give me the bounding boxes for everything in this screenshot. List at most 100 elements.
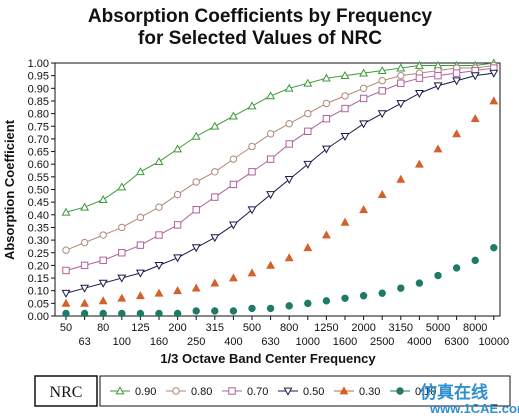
data-point [414,159,424,168]
data-point [210,278,220,287]
data-point [155,309,163,318]
legend-label: 0.90 [135,386,156,398]
y-tick-label: 0.60 [28,159,49,171]
x-tick-label: 50 [60,322,72,334]
x-tick-label: 400 [224,336,242,348]
data-point [173,309,182,318]
x-tick-label: 500 [243,322,261,334]
data-point [62,266,70,275]
data-point [415,279,424,287]
data-point [414,89,424,98]
data-point [229,307,238,315]
legend-item: 0.90 [110,386,156,398]
data-point [62,246,70,254]
y-tick-label: 0.20 [28,260,49,272]
data-point [359,205,369,214]
x-tick-label: 10000 [479,336,510,348]
data-point [397,79,405,87]
data-point [228,221,238,230]
data-point [229,155,238,163]
y-tick-label: 0.15 [28,273,49,285]
data-point [61,207,71,216]
legend-label: 0.30 [359,386,380,398]
data-point [285,140,293,148]
y-tick-label: 0.30 [28,235,49,247]
data-point [80,309,89,318]
y-axis-title: Absorption Coefficient [2,119,17,260]
data-point [118,223,126,232]
legend-label: 0.80 [191,386,212,398]
data-point [154,262,164,271]
legend-item: 0.80 [166,386,212,398]
x-tick-label: 3150 [389,322,413,334]
data-point [452,129,462,138]
data-point [321,73,331,82]
data-point [284,83,294,92]
data-point [490,243,498,252]
data-point [210,234,220,243]
x-tick-label: 630 [261,336,279,348]
y-tick-label: 0.70 [28,134,49,146]
data-point [248,304,256,313]
data-point [470,72,480,81]
data-point [118,309,126,318]
y-tick-label: 0.05 [28,298,49,310]
data-point [304,109,312,118]
data-point [136,309,145,318]
data-point [322,99,331,108]
y-tick-label: 0.45 [28,197,49,209]
data-point [471,256,479,265]
data-point [377,65,387,74]
x-tick-label: 100 [113,336,131,348]
data-point [321,230,331,239]
data-point [322,297,331,305]
data-point [80,202,90,211]
data-point [248,142,256,151]
data-point [192,206,200,214]
data-point [340,71,350,80]
x-tick-label: 1250 [314,322,338,334]
data-point [247,206,257,215]
data-point [155,203,163,211]
data-point [359,68,369,77]
x-tick-label: 800 [280,322,298,334]
y-tick-label: 0.50 [28,185,49,197]
series-0.80 [62,61,498,254]
data-point [191,283,201,292]
data-point [489,96,499,105]
y-tick-label: 0.80 [28,109,49,121]
data-point [303,78,313,87]
data-point [434,271,442,280]
x-tick-label: 250 [187,336,205,348]
data-point [434,71,442,80]
data-point [378,87,386,95]
y-tick-label: 0.00 [28,311,49,323]
legend-item: 0.70 [222,386,268,398]
x-tick-label: 5000 [426,322,450,334]
data-point [173,221,182,229]
data-point [266,191,276,200]
x-tick-label: 315 [206,322,224,334]
data-point [304,299,312,308]
y-tick-label: 0.25 [28,248,49,260]
data-point [80,238,89,247]
data-point [210,121,220,130]
data-point [248,168,256,176]
data-point [359,292,368,300]
y-tick-label: 0.85 [28,96,49,108]
data-point [173,254,183,263]
series-0.70 [62,64,498,275]
data-point [229,180,238,189]
data-point [452,264,461,272]
data-point [285,120,293,128]
legend-item: 0.10 [390,386,436,398]
legend-label: 0.50 [303,386,324,398]
data-point [117,182,127,191]
y-axis: 0.000.050.100.150.200.250.300.350.400.45… [28,58,55,323]
y-tick-label: 0.40 [28,210,49,222]
y-tick-label: 1.00 [28,58,49,70]
data-point [452,77,462,86]
data-point [228,111,238,120]
legend-item: 0.50 [278,386,324,398]
